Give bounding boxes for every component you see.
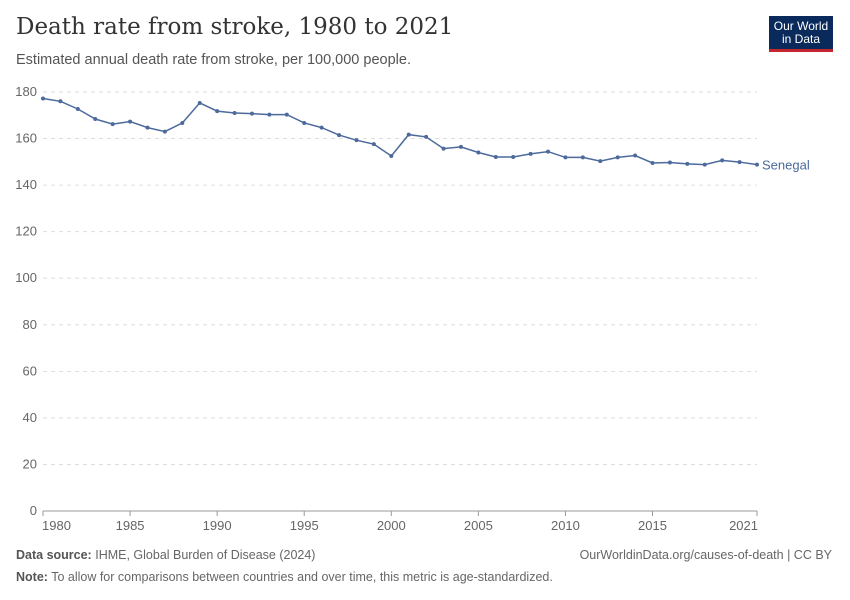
data-point [650, 160, 655, 165]
data-point [58, 99, 63, 104]
data-point [371, 142, 376, 147]
y-tick-label: 0 [30, 503, 37, 518]
data-point [702, 162, 707, 167]
chart-subtitle: Estimated annual death rate from stroke,… [16, 52, 411, 68]
data-point [215, 109, 220, 114]
data-point [737, 160, 742, 165]
y-tick-label: 180 [15, 84, 37, 99]
data-point [145, 125, 150, 130]
x-tick-label: 1995 [290, 518, 319, 533]
data-source: Data source: IHME, Global Burden of Dise… [16, 548, 315, 562]
source-text[interactable]: IHME, Global Burden of Disease (2024) [95, 548, 316, 562]
series-line-senegal [42, 97, 758, 166]
data-point [755, 162, 759, 167]
y-tick-label: 60 [23, 363, 37, 378]
data-point [563, 155, 568, 160]
data-point [389, 154, 394, 159]
x-tick-label: 1985 [116, 518, 145, 533]
x-tick-label: 2005 [464, 518, 493, 533]
data-point [685, 161, 690, 166]
data-point [493, 154, 498, 159]
y-tick-label: 160 [15, 131, 37, 146]
data-point [441, 146, 446, 151]
note-text: To allow for comparisons between countri… [51, 570, 553, 584]
x-tick-label: 1980 [42, 518, 71, 533]
y-tick-label: 80 [23, 317, 37, 332]
series-label: Senegal [762, 158, 810, 173]
chart-title: Death rate from stroke, 1980 to 2021 [16, 14, 454, 40]
data-point [476, 150, 481, 155]
data-point [633, 153, 638, 158]
data-point [249, 111, 254, 116]
data-point [232, 110, 237, 115]
note-label: Note: [16, 570, 48, 584]
data-point [354, 138, 359, 143]
data-point [458, 144, 463, 149]
data-point [180, 120, 185, 125]
x-tick-label: 1990 [203, 518, 232, 533]
data-point [406, 132, 411, 137]
data-point [302, 120, 307, 125]
data-point [197, 100, 202, 105]
data-point [598, 159, 603, 164]
data-point [75, 106, 80, 111]
data-point [337, 133, 342, 138]
source-url[interactable]: OurWorldinData.org/causes-of-death | CC … [579, 548, 832, 562]
data-point [284, 112, 289, 117]
x-tick-label: 2010 [551, 518, 580, 533]
data-point [267, 112, 272, 117]
data-point [580, 155, 585, 160]
source-label: Data source: [16, 548, 92, 562]
data-point [41, 96, 45, 101]
x-tick-label: 2015 [638, 518, 667, 533]
y-tick-label: 140 [15, 177, 37, 192]
data-point [615, 155, 620, 160]
data-point [424, 134, 429, 139]
y-tick-label: 40 [23, 410, 37, 425]
note: Note: To allow for comparisons between c… [16, 570, 553, 584]
data-point [319, 125, 324, 130]
data-point [162, 129, 167, 134]
data-point [110, 122, 115, 127]
owid-logo[interactable]: Our World in Data [769, 16, 833, 52]
data-point [667, 160, 672, 165]
data-point [528, 151, 533, 156]
y-tick-label: 120 [15, 224, 37, 239]
x-tick-label: 2000 [377, 518, 406, 533]
data-point [720, 158, 725, 163]
data-point [93, 117, 98, 122]
y-tick-label: 100 [15, 270, 37, 285]
data-point [511, 154, 516, 159]
data-point [128, 119, 133, 124]
data-point [546, 149, 551, 154]
x-tick-label: 2021 [729, 518, 758, 533]
y-tick-label: 20 [23, 456, 37, 471]
